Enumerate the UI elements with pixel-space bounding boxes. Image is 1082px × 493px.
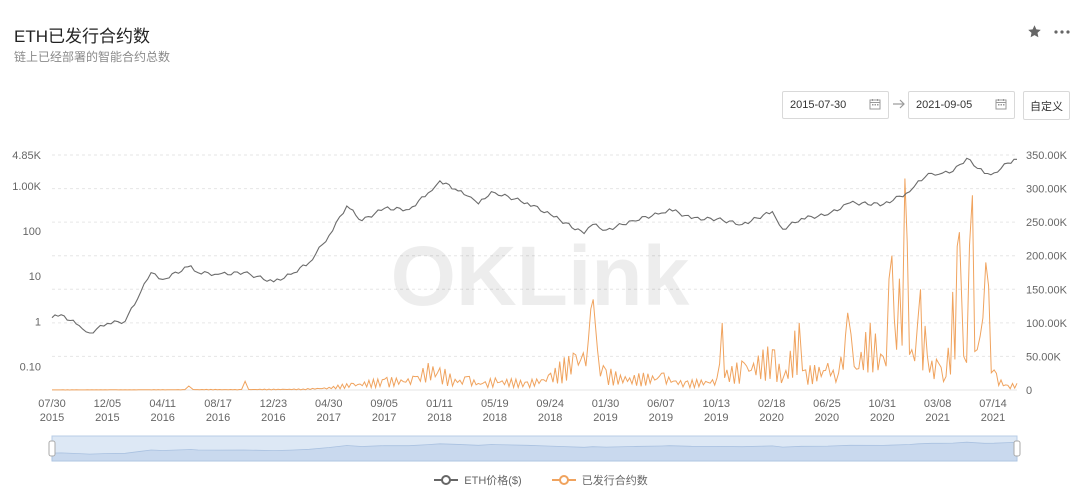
series-line-contracts [52, 178, 1018, 391]
legend-label: ETH价格($) [464, 475, 522, 487]
x-tick-label: 10/13 [702, 398, 730, 410]
x-tick-label: 09/24 [536, 398, 564, 410]
range-handle[interactable] [48, 440, 56, 457]
y-left-tick-label: 100 [23, 226, 41, 238]
legend: ETH价格($) 已发行合约数 [0, 472, 1082, 488]
more-icon[interactable] [1054, 29, 1070, 35]
x-tick-label: 12/05 [94, 398, 122, 410]
x-tick-label: 09/05 [370, 398, 398, 410]
x-tick-label: 2021 [981, 412, 1005, 424]
x-tick-label: 02/18 [758, 398, 786, 410]
y-right-tick-label: 100.00K [1026, 318, 1068, 330]
x-tick-label: 2018 [483, 412, 507, 424]
legend-label: 已发行合约数 [581, 475, 648, 487]
y-right-tick-label: 200.00K [1026, 251, 1068, 263]
x-tick-label: 2015 [95, 412, 119, 424]
start-date-input[interactable]: 2015-07-30 [782, 91, 889, 119]
x-tick-label: 2020 [870, 412, 894, 424]
start-date-value: 2015-07-30 [790, 99, 847, 111]
legend-item-eth-price[interactable]: ETH价格($) [434, 472, 522, 488]
navigator-area [51, 441, 1018, 462]
end-date-value: 2021-09-05 [916, 99, 973, 111]
x-tick-label: 06/25 [813, 398, 841, 410]
calendar-icon [995, 98, 1007, 113]
x-tick-label: 12/23 [260, 398, 288, 410]
star-icon[interactable] [1027, 24, 1042, 39]
x-tick-label: 2020 [759, 412, 783, 424]
x-tick-label: 2017 [317, 412, 341, 424]
calendar-icon [869, 98, 881, 113]
range-handle[interactable] [1013, 440, 1021, 457]
chart-area: OKLink 4.85K 1.00K 100 10 1 0.10 350.00K 300.00K… [12, 150, 1068, 462]
x-tick-label: 2016 [206, 412, 230, 424]
x-tick-label: 06/07 [647, 398, 675, 410]
x-tick-label: 03/08 [924, 398, 952, 410]
y-right-tick-label: 350.00K [1026, 150, 1068, 162]
y-right-tick-label: 150.00K [1026, 284, 1068, 296]
legend-item-contracts[interactable]: 已发行合约数 [551, 472, 648, 488]
x-tick-label: 2018 [538, 412, 562, 424]
page-subtitle: 链上已经部署的智能合约总数 [14, 50, 171, 64]
x-tick-label: 01/30 [592, 398, 620, 410]
x-tick-label: 10/31 [869, 398, 897, 410]
y-right-tick-label: 50.00K [1026, 351, 1062, 363]
watermark-text: OKLink [391, 229, 690, 323]
x-tick-label: 2019 [704, 412, 728, 424]
y-right-tick-label: 250.00K [1026, 217, 1068, 229]
x-tick-label: 2017 [372, 412, 396, 424]
x-tick-label: 04/11 [149, 398, 176, 410]
x-tick-label: 07/30 [38, 398, 66, 410]
custom-range-button[interactable]: 自定义 [1023, 91, 1070, 120]
header-actions [1027, 24, 1070, 39]
x-tick-label: 2015 [40, 412, 64, 424]
x-tick-label: 2021 [925, 412, 949, 424]
page-title: ETH已发行合约数 [14, 27, 150, 46]
y-left-tick-label: 10 [29, 271, 41, 283]
line-marker-icon [434, 475, 459, 485]
x-tick-label: 04/30 [315, 398, 343, 410]
x-tick-label: 05/19 [481, 398, 509, 410]
y-left-tick-label: 4.85K [12, 150, 41, 162]
y-left-tick-label: 0.10 [20, 361, 41, 373]
x-tick-label: 2019 [593, 412, 617, 424]
x-tick-label: 2016 [150, 412, 174, 424]
y-left-tick-label: 1.00K [12, 181, 41, 193]
x-tick-label: 08/17 [204, 398, 232, 410]
x-tick-label: 01/11 [426, 398, 453, 410]
end-date-input[interactable]: 2021-09-05 [908, 91, 1015, 119]
x-tick-label: 2018 [427, 412, 451, 424]
x-tick-label: 2016 [261, 412, 285, 424]
line-marker-icon [551, 475, 576, 485]
series-line-eth-price [51, 157, 1017, 334]
y-right-tick-label: 0 [1026, 385, 1032, 397]
x-tick-label: 07/14 [979, 398, 1007, 410]
arrow-right-icon [892, 97, 906, 115]
x-tick-label: 2020 [815, 412, 839, 424]
y-left-tick-label: 1 [35, 316, 41, 328]
x-tick-label: 2019 [649, 412, 673, 424]
y-right-tick-label: 300.00K [1026, 184, 1068, 196]
